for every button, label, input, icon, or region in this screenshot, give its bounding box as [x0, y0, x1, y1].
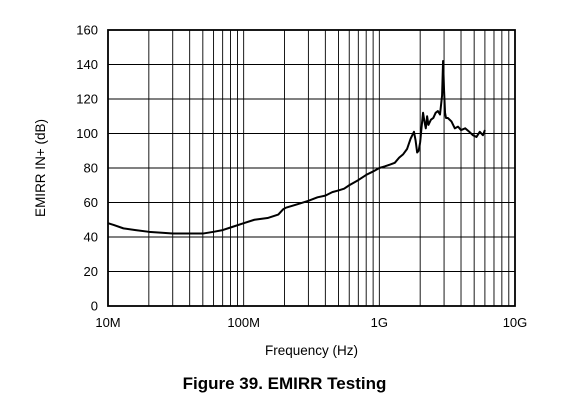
y-tick-label: 40	[84, 230, 98, 245]
series-line-0	[107, 60, 486, 235]
x-tick-label: 100M	[227, 315, 260, 330]
x-axis-label: Frequency (Hz)	[265, 343, 358, 358]
plot-frame	[107, 29, 516, 307]
y-tick-label: 120	[76, 92, 98, 107]
series-layer	[107, 60, 486, 235]
y-tick-label: 80	[84, 161, 98, 176]
y-tick-label: 0	[91, 299, 98, 314]
y-tick-label: 20	[84, 264, 98, 279]
figure-caption: Figure 39. EMIRR Testing	[182, 374, 387, 393]
y-tick-label: 100	[76, 126, 98, 141]
y-axis-label: EMIRR IN+ (dB)	[33, 119, 48, 217]
y-tick-label: 160	[76, 23, 98, 38]
y-tick-label: 140	[76, 57, 98, 72]
y-tick-label: 60	[84, 195, 98, 210]
x-tick-labels: 10M 100M 1G 10G	[95, 315, 527, 330]
x-tick-label: 10G	[503, 315, 528, 330]
y-tick-labels: 0 20 40 60 80 100 120 140 160	[76, 23, 98, 314]
grid-lines	[107, 29, 515, 307]
x-tick-label: 10M	[95, 315, 120, 330]
x-tick-label: 1G	[371, 315, 388, 330]
